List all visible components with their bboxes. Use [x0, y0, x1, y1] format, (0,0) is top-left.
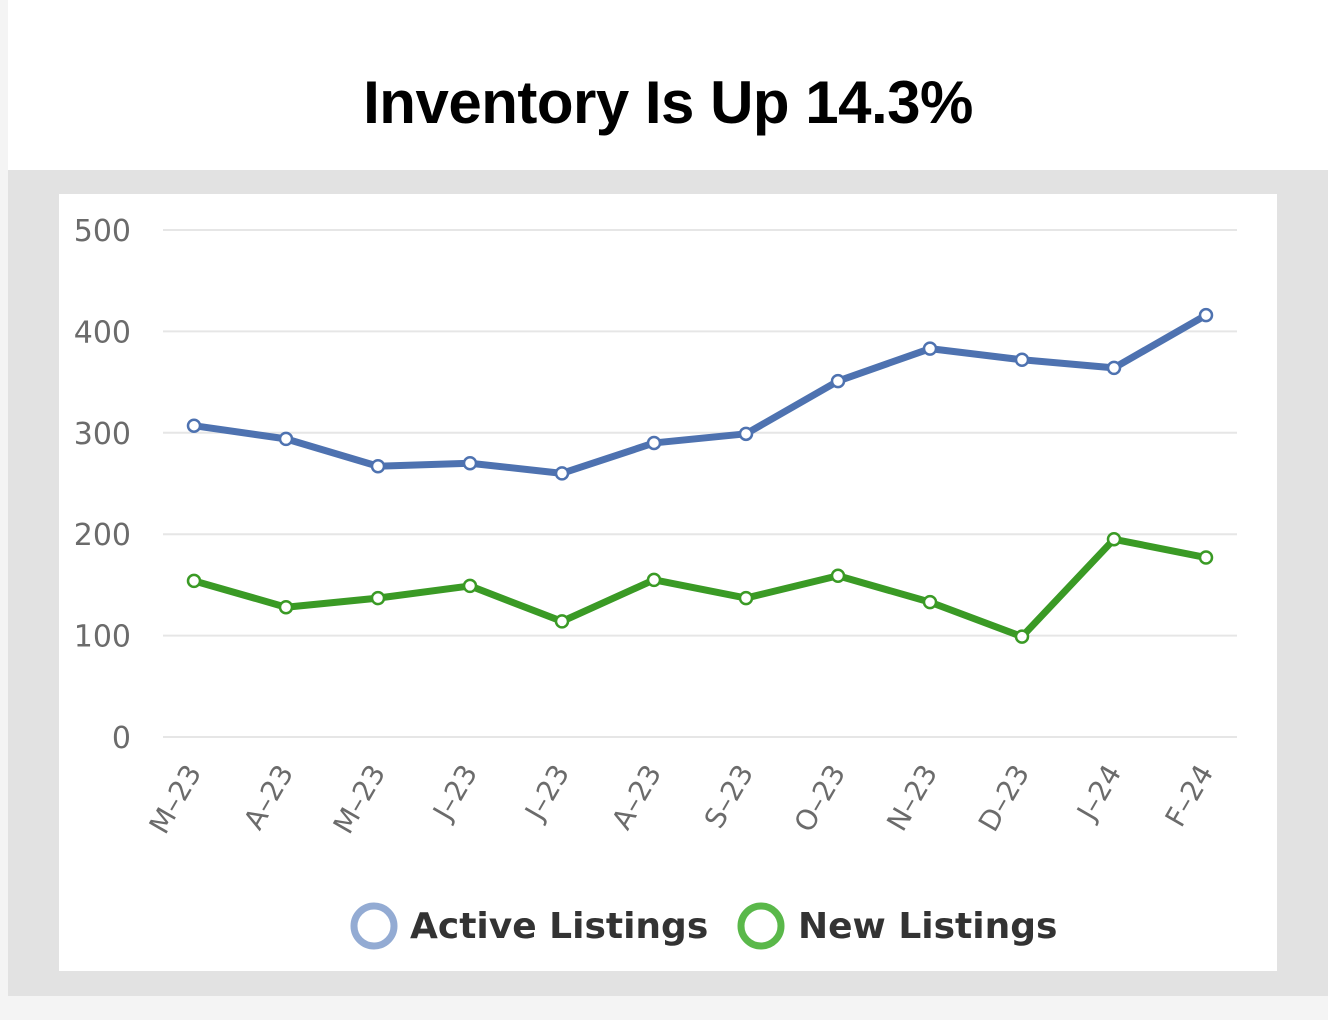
legend-marker [350, 902, 398, 950]
data-point [922, 594, 938, 610]
gridlines [163, 229, 1237, 738]
data-point [186, 573, 202, 589]
data-point [462, 455, 478, 471]
y-tick-label: 100 [74, 620, 131, 655]
data-point [1198, 550, 1214, 565]
legend: Active Listings New Listings [350, 902, 1057, 950]
data-point [1014, 352, 1030, 368]
data-point [738, 590, 754, 606]
x-tick-label: J–24 [1070, 759, 1129, 827]
legend-label: New Listings [798, 906, 1057, 947]
x-tick-label: D–23 [972, 759, 1036, 837]
x-tick-label: A–23 [605, 759, 668, 835]
y-axis-ticks: 0 100 200 300 400 500 [74, 214, 131, 756]
y-tick-label: 0 [112, 721, 131, 756]
series-lines [186, 307, 1214, 644]
data-point [830, 373, 846, 389]
y-tick-label: 500 [74, 214, 131, 249]
data-point [278, 431, 294, 447]
title-bar: Inventory Is Up 14.3% [8, 0, 1328, 170]
x-tick-label: O–23 [788, 759, 852, 838]
data-point [186, 418, 202, 433]
data-point [1198, 307, 1214, 323]
data-point [278, 599, 294, 615]
data-point [646, 572, 662, 588]
data-point [1106, 360, 1122, 376]
chart-title: Inventory Is Up 14.3% [363, 69, 973, 136]
data-point [1014, 629, 1030, 644]
x-tick-label: F–24 [1159, 759, 1220, 832]
x-tick-label: J–23 [426, 759, 485, 827]
x-axis-ticks: M–23 A–23 M–23 J–23 J–23 A–23 S–23 O–23 N–23 D–23… [143, 759, 1220, 839]
y-tick-label: 300 [74, 417, 131, 452]
legend-marker [737, 902, 785, 950]
y-tick-label: 400 [74, 315, 131, 350]
x-tick-label: M–23 [327, 759, 392, 839]
data-point [922, 341, 938, 356]
series-line [190, 311, 1210, 477]
data-point [1106, 532, 1122, 547]
series-line [190, 535, 1210, 641]
x-tick-label: A–23 [237, 759, 300, 835]
x-tick-label: N–23 [880, 759, 944, 837]
x-tick-label: J–23 [518, 759, 577, 827]
data-point [646, 435, 662, 451]
x-tick-label: M–23 [143, 759, 208, 839]
data-point [370, 590, 386, 606]
legend-label: Active Listings [410, 906, 708, 947]
data-point [554, 466, 570, 481]
data-point [830, 568, 846, 584]
data-point [462, 578, 478, 594]
data-point [554, 614, 570, 629]
data-point [738, 426, 754, 442]
y-tick-label: 200 [74, 518, 131, 553]
data-point [370, 459, 386, 474]
x-tick-label: S–23 [698, 759, 760, 834]
